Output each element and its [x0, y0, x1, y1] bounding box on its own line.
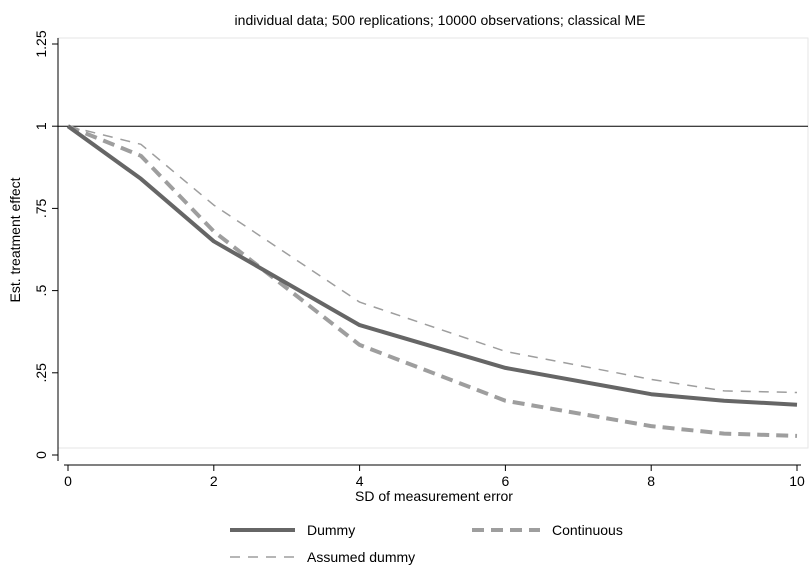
series-line-dummy [66, 124, 798, 407]
x-tick-label: 2 [210, 473, 218, 489]
y-tick-label: 1.25 [33, 30, 49, 57]
series-line-assumed-dummy [67, 125, 798, 394]
legend-label-continuous: Continuous [552, 522, 623, 538]
y-tick-label: .25 [33, 363, 49, 383]
x-axis-label: SD of measurement error [355, 488, 513, 504]
x-tick-label: 8 [647, 473, 655, 489]
x-tick-label: 6 [502, 473, 510, 489]
y-tick-label: .5 [33, 285, 49, 297]
chart-title: individual data; 500 replications; 10000… [235, 12, 646, 28]
y-tick-label: 1 [33, 122, 49, 130]
series-line-continuous [67, 124, 798, 438]
legend-label-assumed-dummy: Assumed dummy [307, 549, 415, 565]
y-tick-label: .75 [33, 198, 49, 218]
x-tick-label: 10 [789, 473, 805, 489]
legend-label-dummy: Dummy [307, 522, 355, 538]
x-tick-label: 0 [64, 473, 72, 489]
legend: Dummy Continuous Assumed dummy [230, 522, 623, 565]
y-axis-label: Est. treatment effect [7, 177, 23, 302]
y-tick-label: 0 [33, 451, 49, 459]
x-tick-label: 4 [356, 473, 364, 489]
